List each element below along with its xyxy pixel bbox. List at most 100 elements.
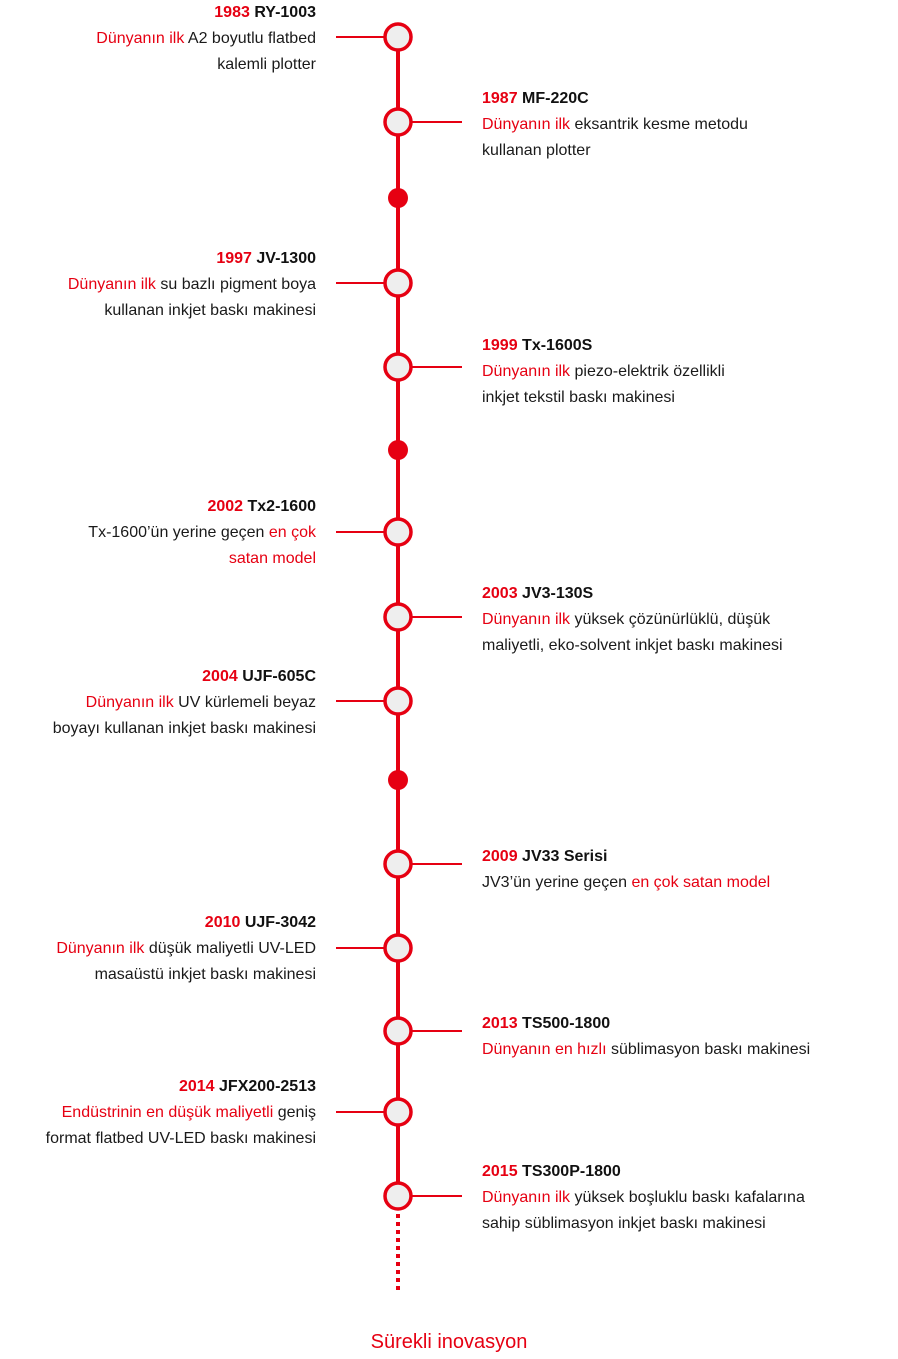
milestone-year: 2009 [482,848,518,865]
description-text: düşük maliyetli UV-LED [144,940,316,957]
milestone-heading: 2002 Tx2-1600 [88,494,316,520]
timeline-dot [388,188,408,208]
description-text: UV kürlemeli beyaz [173,694,316,711]
milestone-description: Dünyanın ilk yüksek çözünürlüklü, düşük m… [482,607,783,659]
milestone-1983: 1983 RY-1003 Dünyanın ilk A2 boyutlu flat… [96,0,316,78]
description-text: eksantrik kesme metodu [570,116,748,133]
milestone-model: Tx2-1600 [247,498,317,515]
milestone-1999: 1999 Tx-1600S Dünyanın ilk piezo-elektrik… [482,333,725,411]
milestone-description: Endüstrinin en düşük maliyetli geniş form… [46,1100,316,1152]
milestone-description: Dünyanın ilk su bazlı pigment boya kullan… [68,272,316,324]
milestone-model: UJF-3042 [244,914,316,931]
milestone-heading: 2003 JV3-130S [482,581,783,607]
milestone-model: RY-1003 [254,4,316,21]
milestone-year: 2010 [204,914,241,931]
milestone-year: 2002 [207,498,244,515]
milestone-description: Dünyanın en hızlı süblimasyon baskı maki… [482,1037,810,1063]
description-text: kullanan inkjet baskı makinesi [104,302,316,319]
description-text: boyayı kullanan inkjet baskı makinesi [52,720,316,737]
description-text: yüksek çözünürlüklü, düşük [570,611,771,628]
description-text: masaüstü inkjet baskı makinesi [94,966,316,983]
milestone-heading: 2015 TS300P-1800 [482,1159,805,1185]
description-text: yüksek boşluklu baskı kafalarına [570,1189,805,1206]
highlight-text: en çok satan model [631,874,771,891]
milestone-node [383,1016,413,1046]
milestone-description: Dünyanın ilk düşük maliyetli UV-LED masaü… [56,936,316,988]
milestone-2003: 2003 JV3-130S Dünyanın ilk yüksek çözünür… [482,581,783,659]
highlight-text: Dünyanın ilk [482,363,571,380]
milestone-node [383,1097,413,1127]
milestone-description: Dünyanın ilk A2 boyutlu flatbed kalemli p… [96,26,316,78]
milestone-2004: 2004 UJF-605C Dünyanın ilk UV kürlemeli b… [53,664,316,742]
milestone-model: JFX200-2513 [219,1078,316,1095]
description-text: kalemli plotter [217,56,316,73]
milestone-heading: 1987 MF-220C [482,86,748,112]
milestone-model: JV33 Serisi [522,848,608,865]
milestone-2010: 2010 UJF-3042 Dünyanın ilk düşük maliyetl… [56,910,316,988]
milestone-node [383,686,413,716]
milestone-heading: 1997 JV-1300 [68,246,316,272]
milestone-year: 1999 [482,337,518,354]
milestone-model: MF-220C [522,90,589,107]
description-text: inkjet tekstil baskı makinesi [482,389,675,406]
highlight-text: en çok [268,524,316,541]
description-text: su bazlı pigment boya [155,276,316,293]
milestone-model: UJF-605C [242,668,316,685]
milestone-2014: 2014 JFX200-2513 Endüstrinin en düşük mal… [46,1074,316,1152]
description-text: sahip süblimasyon inkjet baskı makinesi [482,1215,766,1232]
description-text: geniş [273,1104,316,1121]
milestone-description: Dünyanın ilk piezo-elektrik özellikli ink… [482,359,725,411]
milestone-node [383,517,413,547]
description-text: A2 boyutlu flatbed [184,30,316,47]
milestone-year: 1997 [216,250,252,267]
milestone-2002: 2002 Tx2-1600 Tx-1600’ün yerine geçen en … [88,494,316,572]
milestone-description: Dünyanın ilk yüksek boşluklu baskı kafal… [482,1185,805,1237]
highlight-text: Dünyanın ilk [482,116,571,133]
description-text: kullanan plotter [482,142,591,159]
milestone-model: TS300P-1800 [522,1163,621,1180]
highlight-text: Dünyanın ilk [56,940,145,957]
milestone-node [383,1181,413,1211]
highlight-text: Endüstrinin en düşük maliyetli [61,1104,274,1121]
milestone-heading: 2013 TS500-1800 [482,1011,810,1037]
milestone-1997: 1997 JV-1300 Dünyanın ilk su bazlı pigmen… [68,246,316,324]
milestone-node [383,602,413,632]
milestone-node [383,933,413,963]
milestone-1987: 1987 MF-220C Dünyanın ilk eksantrik kesme… [482,86,748,164]
milestone-description: Tx-1600’ün yerine geçen en çok satan mode… [88,520,316,572]
milestone-description: Dünyanın ilk UV kürlemeli beyaz boyayı k… [53,690,316,742]
milestone-model: JV-1300 [256,250,316,267]
milestone-heading: 2009 JV33 Serisi [482,844,770,870]
description-text: maliyetli, eko-solvent inkjet baskı maki… [482,637,783,654]
milestone-year: 2013 [482,1015,518,1032]
description-text: piezo-elektrik özellikli [570,363,725,380]
milestone-heading: 1999 Tx-1600S [482,333,725,359]
milestone-year: 2004 [202,668,238,685]
milestone-2015: 2015 TS300P-1800 Dünyanın ilk yüksek boşl… [482,1159,805,1237]
milestone-year: 2015 [482,1163,518,1180]
description-text: format flatbed UV-LED baskı makinesi [45,1130,316,1147]
timeline-dot [388,440,408,460]
footer-caption: Sürekli inovasyon [370,1331,528,1353]
milestone-node [383,107,413,137]
highlight-text: Dünyanın ilk [96,30,185,47]
milestone-year: 2003 [482,585,518,602]
milestone-year: 2014 [178,1078,215,1095]
milestone-model: Tx-1600S [522,337,593,354]
milestone-description: JV3’ün yerine geçen en çok satan model [482,870,770,896]
milestone-year: 1983 [214,4,250,21]
description-text: Tx-1600’ün yerine geçen [88,524,269,541]
milestone-2013: 2013 TS500-1800 Dünyanın en hızlı süblima… [482,1011,810,1063]
timeline-dot [388,770,408,790]
highlight-text: satan model [228,550,316,567]
highlight-text: Dünyanın ilk [85,694,174,711]
highlight-text: Dünyanın en hızlı [482,1041,607,1058]
milestone-node [383,268,413,298]
milestone-heading: 2010 UJF-3042 [56,910,316,936]
milestone-node [383,22,413,52]
highlight-text: Dünyanın ilk [482,1189,571,1206]
milestone-model: TS500-1800 [522,1015,611,1032]
milestone-description: Dünyanın ilk eksantrik kesme metodu kulla… [482,112,748,164]
